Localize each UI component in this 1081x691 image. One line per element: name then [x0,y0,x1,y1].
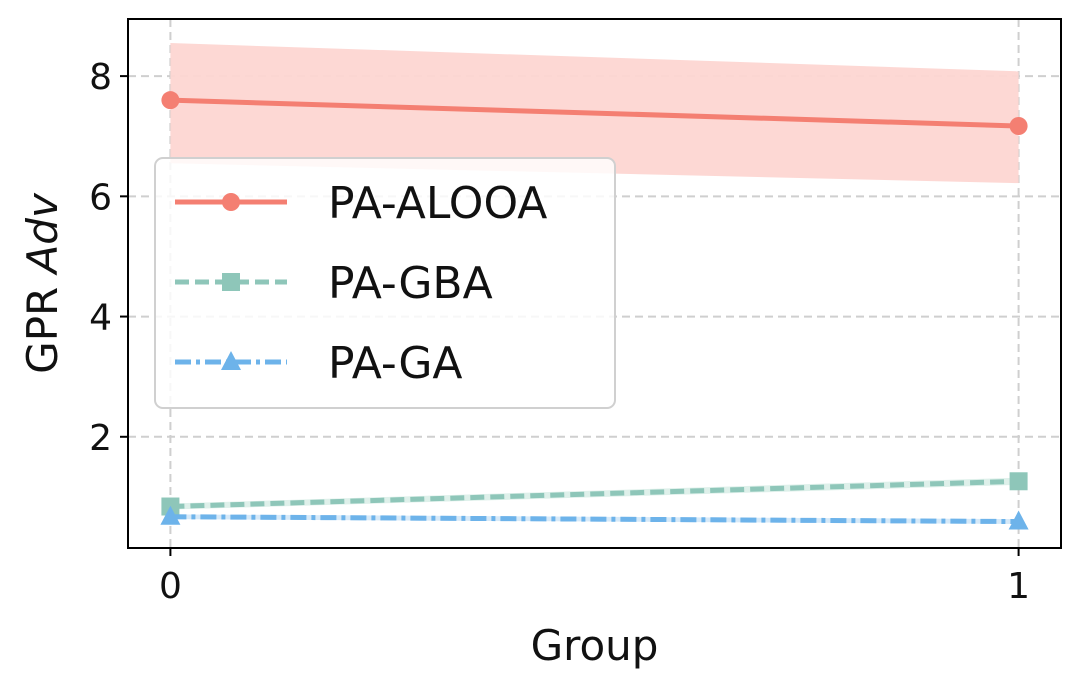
x-axis-title: Group [531,621,659,670]
legend-items: PA-ALOOA PA-GBA PA-GA [175,178,547,389]
point-pa-ga-1 [1008,510,1029,530]
y-tick-label-2: 2 [89,418,112,459]
x-tick-label-1: 1 [1007,566,1030,607]
line-pa-ga [170,514,1019,525]
line-pa-gba [170,478,1019,510]
legend-box [154,157,616,409]
point-pa-ga-0 [160,505,181,525]
legend-marker-pa-ga [221,351,241,370]
series-lines [160,91,1029,530]
legend: PA-ALOOA PA-GBA PA-GA [154,157,616,409]
point-pa-gba-1 [1009,472,1028,491]
point-pa-alooa-1 [1009,117,1028,136]
point-pa-alooa-0 [161,91,180,110]
y-axis-title-prefix: GPR [18,273,67,373]
line-pa-alooa [170,97,1019,129]
y-axis-title-italic: Adv [18,192,67,276]
legend-marker-pa-gba [222,273,240,291]
y-axis-title: GPR Adv [18,192,67,374]
legend-label-pa-ga: PA-GA [328,338,463,389]
legend-label-pa-alooa: PA-ALOOA [328,178,547,229]
legend-marker-pa-alooa [222,193,240,211]
y-tick-label-6: 6 [89,177,112,218]
axis-ticks: 2 4 6 8 0 1 [89,57,1030,607]
y-tick-label-8: 8 [89,57,112,98]
x-tick-label-0: 0 [159,566,182,607]
plot-area-frame [127,18,1062,549]
y-tick-label-4: 4 [89,298,112,339]
legend-label-pa-gba: PA-GBA [328,258,493,309]
